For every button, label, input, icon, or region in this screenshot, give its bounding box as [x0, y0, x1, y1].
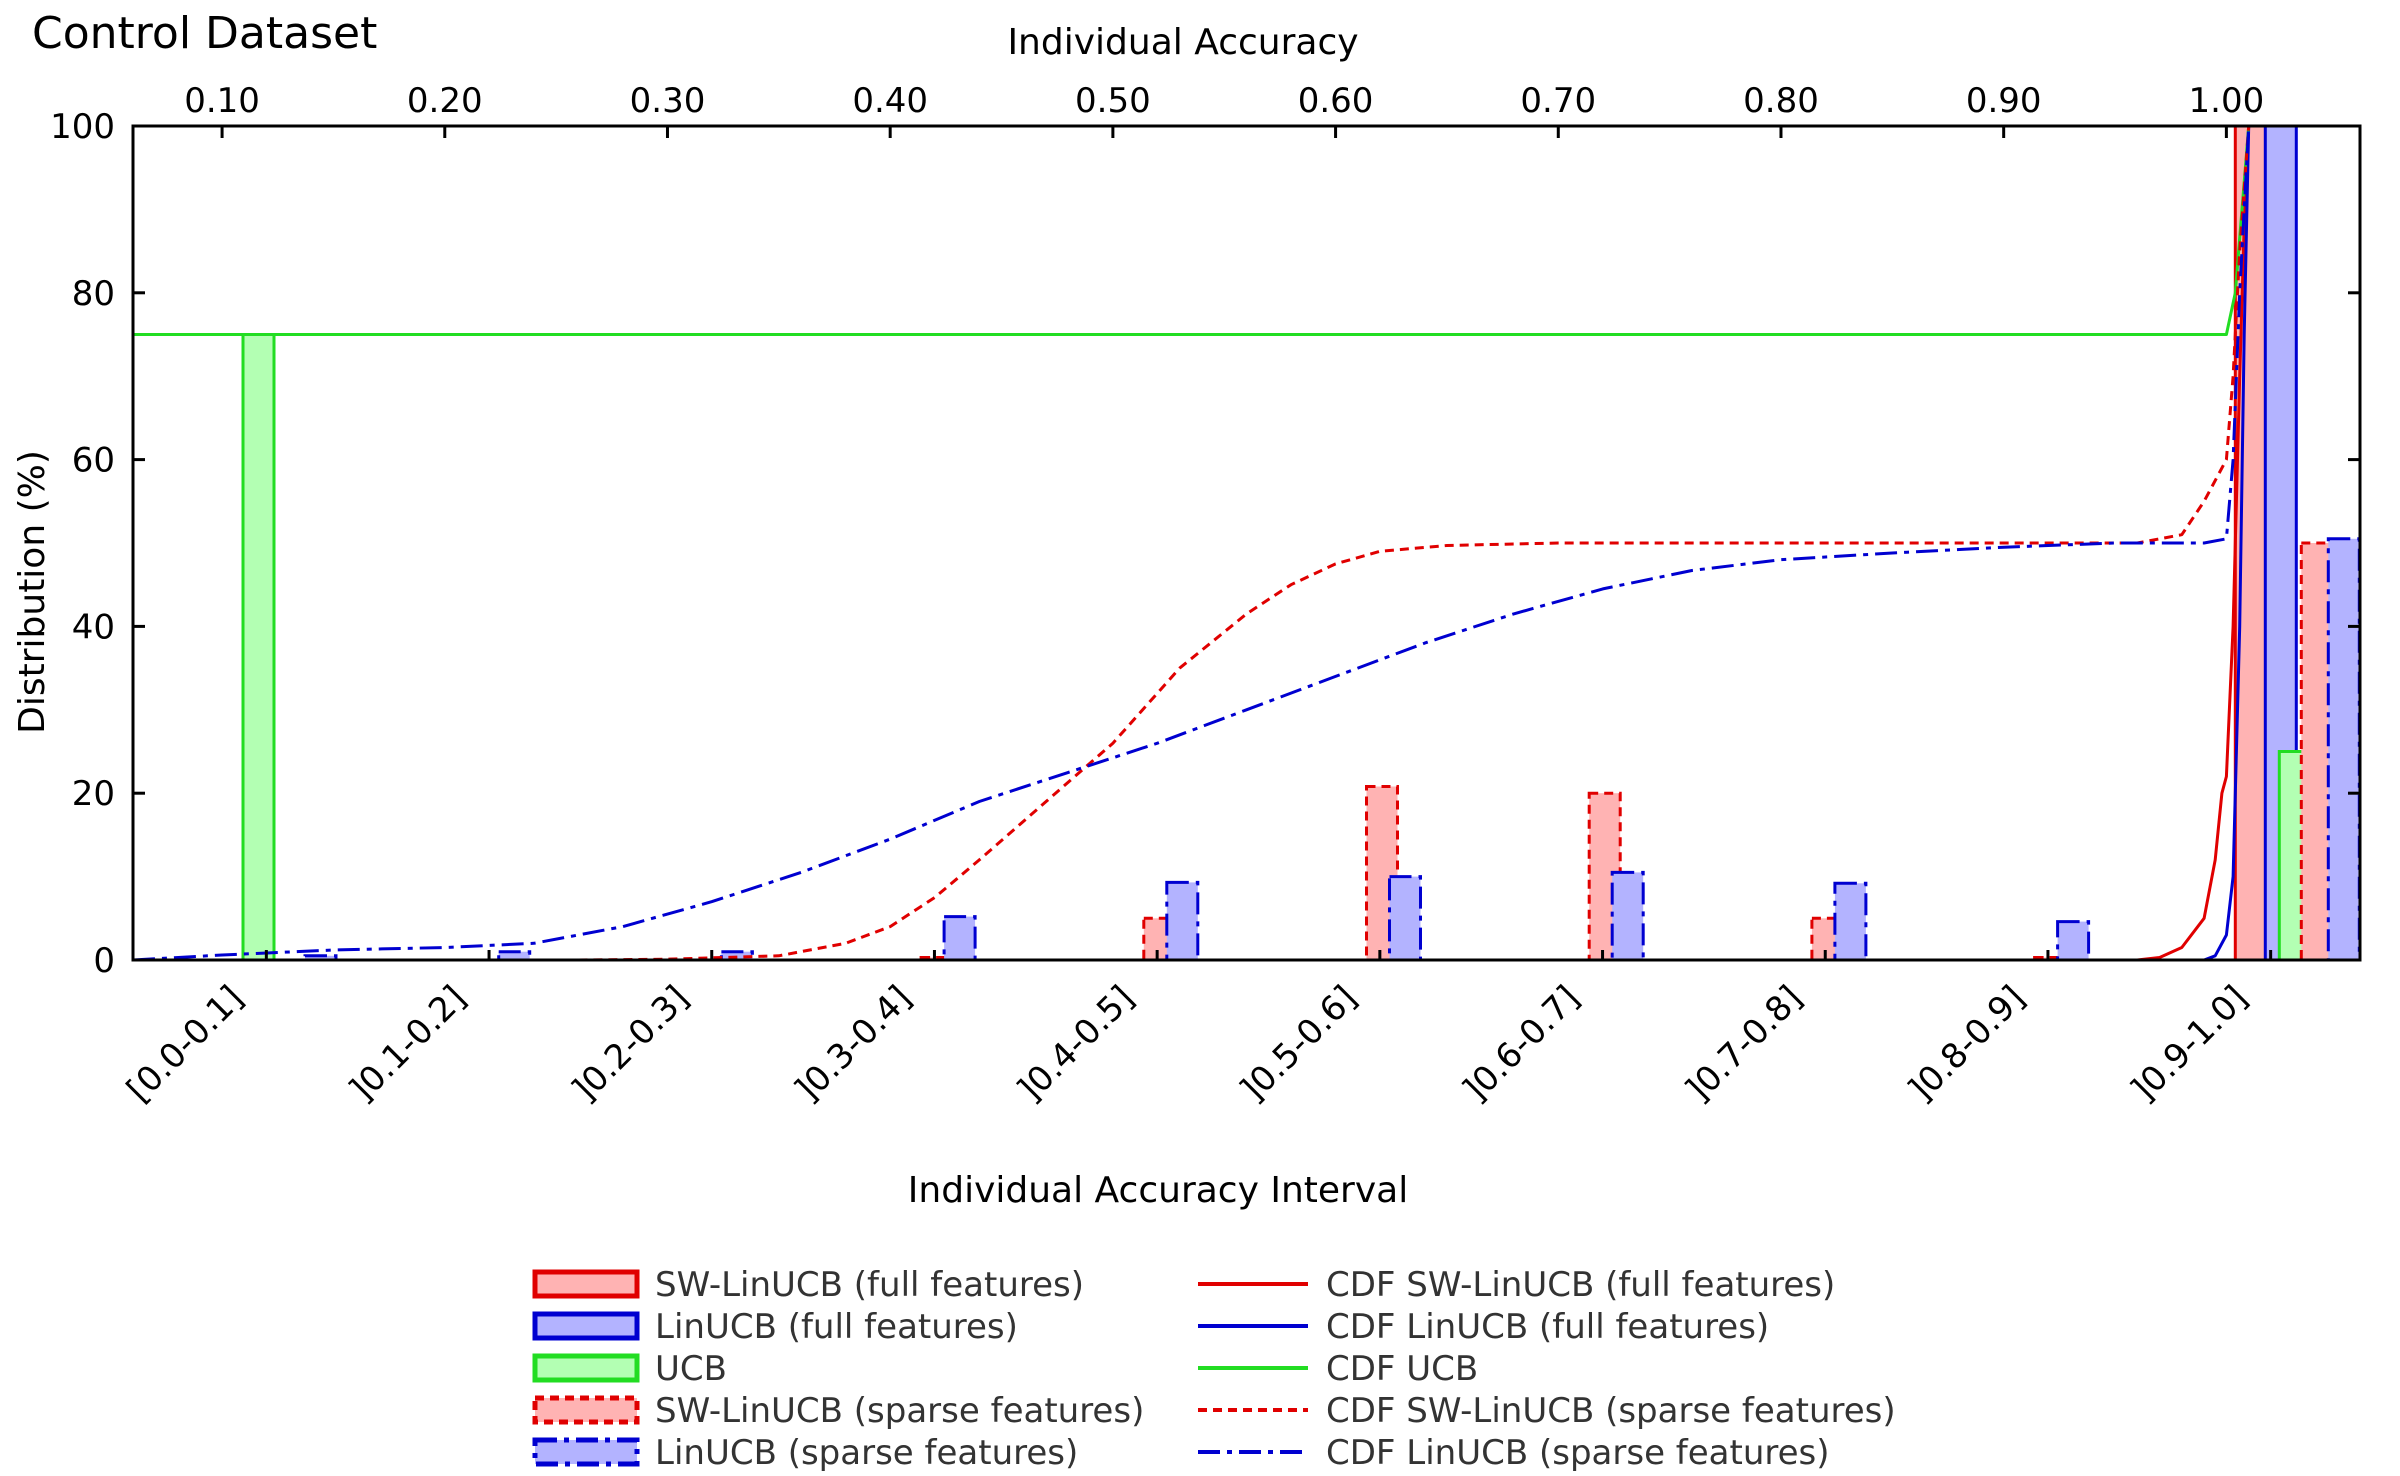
y-tick-label-1: 20 [72, 774, 115, 814]
top-tick-label-4: 0.50 [1075, 81, 1151, 121]
cdf-line-7 [133, 126, 2251, 336]
legend-label-4: LinUCB (sparse features) [655, 1433, 1078, 1473]
legend-label-1: LinUCB (full features) [655, 1307, 1018, 1347]
legend-label-7: CDF UCB [1326, 1349, 1478, 1389]
x-tick-label-2: ]0.2-0.3] [565, 978, 697, 1110]
x-tick-label-0: [0.0-0.1] [119, 978, 251, 1110]
legend-swatch-1 [532, 1311, 640, 1341]
x-tick-label-9: ]0.9-1.0] [2123, 978, 2255, 1110]
legend-swatch-2 [532, 1353, 640, 1383]
bar-4-8 [2056, 920, 2091, 960]
bar-4-9 [2326, 537, 2360, 960]
top-tick-label-5: 0.60 [1298, 81, 1374, 121]
legend-label-6: CDF LinUCB (full features) [1326, 1307, 1769, 1347]
x-axis-label: Individual Accuracy Interval [908, 1170, 1408, 1211]
bar-4-3 [942, 915, 977, 960]
cdf-line-5 [2137, 126, 2251, 960]
x-tick-label-1: ]0.1-0.2] [342, 978, 474, 1110]
x-tick-label-3: ]0.3-0.4] [787, 978, 919, 1110]
legend-label-8: CDF SW-LinUCB (sparse features) [1326, 1391, 1896, 1431]
y-tick-label-5: 100 [50, 107, 115, 147]
x-tick-label-8: ]0.8-0.9] [1901, 978, 2033, 1110]
top-axis-label: Individual Accuracy [1007, 22, 1358, 63]
cdf-line-8 [578, 126, 2251, 960]
top-tick-label-8: 0.90 [1966, 81, 2042, 121]
top-tick-label-9: 1.00 [2189, 81, 2265, 121]
bar-4-7 [1833, 881, 1868, 960]
cdf-line-9 [133, 126, 2251, 960]
bar-group [241, 126, 2360, 960]
y-axis-label: Distribution (%) [12, 450, 53, 734]
x-tick-label-4: ]0.4-0.5] [1010, 978, 1142, 1110]
legend-swatch-4 [532, 1437, 640, 1467]
legend-label-2: UCB [655, 1349, 727, 1389]
plot-frame [131, 124, 2362, 962]
top-tick-label-0: 0.10 [184, 81, 260, 121]
top-tick-label-2: 0.30 [630, 81, 706, 121]
y-tick-label-2: 40 [72, 607, 115, 647]
top-axis: 0.10 0.20 0.30 0.40 0.50 0.60 0.70 0.80 0.90 1.00 [184, 81, 2264, 138]
legend-label-5: CDF SW-LinUCB (full features) [1326, 1265, 1835, 1305]
top-tick-label-3: 0.40 [852, 81, 928, 121]
bar-4-4 [1165, 880, 1200, 960]
top-tick-label-1: 0.20 [407, 81, 483, 121]
x-tick-label-7: ]0.7-0.8] [1678, 978, 1810, 1110]
bar-4-5 [1388, 875, 1422, 960]
legend-label-9: CDF LinUCB (sparse features) [1326, 1433, 1830, 1473]
y-axis: 0 20 40 60 80 100 [50, 107, 2360, 981]
cdf-line-6 [2203, 126, 2251, 960]
bar-4-6 [1610, 870, 1645, 960]
legend-swatch-3 [532, 1395, 640, 1425]
legend-label-3: SW-LinUCB (sparse features) [655, 1391, 1144, 1431]
y-tick-label-3: 60 [72, 441, 115, 481]
x-axis: [0.0-0.1] ]0.1-0.2] ]0.2-0.3] ]0.3-0.4] ]0.4… [119, 950, 2273, 1110]
x-tick-label-5: ]0.5-0.6] [1233, 978, 1365, 1110]
y-tick-label-0: 0 [93, 941, 115, 981]
legend-swatch-0 [532, 1269, 640, 1299]
top-tick-label-6: 0.70 [1520, 81, 1596, 121]
bar-4-1 [497, 950, 532, 960]
top-tick-label-7: 0.80 [1743, 81, 1819, 121]
cdf-line-group [133, 126, 2251, 960]
chart-title: Control Dataset [32, 8, 377, 59]
legend-label-0: SW-LinUCB (full features) [655, 1265, 1084, 1305]
bar-2-0 [241, 333, 276, 960]
x-tick-label-6: ]0.6-0.7] [1455, 978, 1587, 1110]
y-tick-label-4: 80 [72, 274, 115, 314]
legend: SW-LinUCB (full features)LinUCB (full fe… [532, 1265, 1896, 1473]
